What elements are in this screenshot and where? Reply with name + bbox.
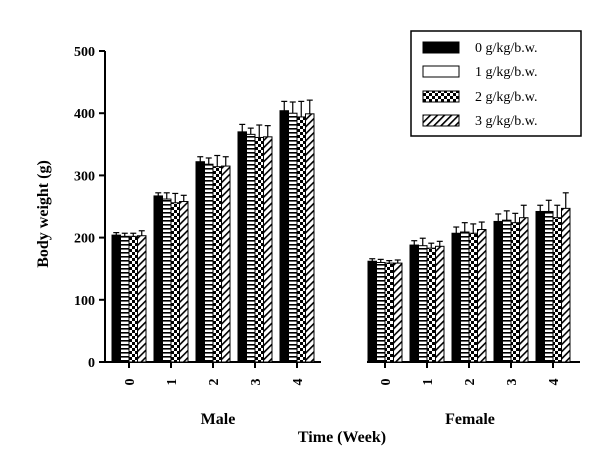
bar: [376, 261, 386, 363]
bar: [460, 231, 470, 363]
legend-label-0: 0 g/kg/b.w.: [475, 41, 537, 56]
bar: [137, 235, 147, 363]
x-tick-label: 0: [379, 379, 394, 386]
legend-label-2: 2 g/kg/b.w.: [475, 90, 537, 105]
bar: [128, 235, 138, 363]
legend-label-3: 3 g/kg/b.w.: [475, 114, 537, 129]
bar: [384, 262, 394, 363]
y-tick-label: 400: [74, 107, 95, 122]
y-tick-label: 300: [74, 169, 95, 184]
bar: [111, 234, 121, 363]
legend-label-1: 1 g/kg/b.w.: [475, 65, 537, 80]
x-tick-label: 3: [249, 379, 264, 386]
y-axis-title: Body weight (g): [35, 160, 52, 268]
bar: [418, 245, 428, 363]
x-tick-label: 4: [547, 379, 562, 386]
bar: [367, 260, 377, 363]
bar: [162, 198, 172, 363]
bar: [510, 222, 520, 363]
x-axis-title: Time (Week): [298, 429, 386, 446]
bar: [544, 210, 554, 363]
bar: [179, 201, 189, 363]
x-tick-label: 0: [123, 379, 138, 386]
bars: [111, 99, 571, 363]
bar: [552, 217, 562, 363]
y-tick-label: 0: [88, 356, 95, 371]
bar: [535, 210, 545, 363]
bar: [263, 136, 273, 363]
bar: [120, 235, 130, 363]
bar: [393, 262, 403, 363]
x-tick-label: 4: [291, 379, 306, 386]
bar: [204, 163, 214, 363]
bar: [561, 207, 571, 363]
bar: [426, 247, 436, 363]
bar: [468, 232, 478, 363]
bar: [502, 219, 512, 363]
group-label-male: Male: [201, 411, 236, 428]
bar: [279, 110, 289, 363]
y-tick-label: 100: [74, 294, 95, 309]
y-tick-label: 500: [74, 45, 95, 60]
bar: [519, 217, 529, 363]
bar: [170, 202, 180, 363]
x-tick-label: 3: [505, 379, 520, 386]
x-tick-label: 1: [165, 379, 180, 386]
bar: [288, 112, 298, 363]
bar: [305, 113, 315, 363]
legend-swatch-1: [422, 65, 460, 78]
x-tick-label: 2: [207, 379, 222, 386]
legend: 0 g/kg/b.w. 1 g/kg/b.w. 2 g/kg/b.w. 3 g/…: [410, 30, 582, 137]
x-axis: 0 1 2 3 4 0 1 2 3 4: [105, 361, 580, 386]
bar: [153, 195, 163, 363]
y-axis: 0 100 200 300 400 500: [74, 45, 106, 371]
bar: [237, 131, 247, 363]
bar: [221, 165, 231, 363]
legend-swatch-2: [422, 90, 460, 103]
bar: [195, 161, 205, 363]
bar: [296, 116, 306, 363]
x-tick-label: 2: [463, 379, 478, 386]
bar: [435, 245, 445, 363]
bar: [493, 220, 503, 363]
bar: [451, 232, 461, 363]
x-tick-label: 1: [421, 379, 436, 386]
bar: [246, 133, 256, 363]
y-tick-label: 200: [74, 232, 95, 247]
legend-swatch-0: [422, 41, 460, 54]
bar: [409, 244, 419, 363]
bar: [477, 229, 487, 363]
bar: [212, 166, 222, 363]
legend-swatch-3: [422, 114, 460, 127]
bar: [254, 136, 264, 363]
group-label-female: Female: [445, 411, 495, 428]
